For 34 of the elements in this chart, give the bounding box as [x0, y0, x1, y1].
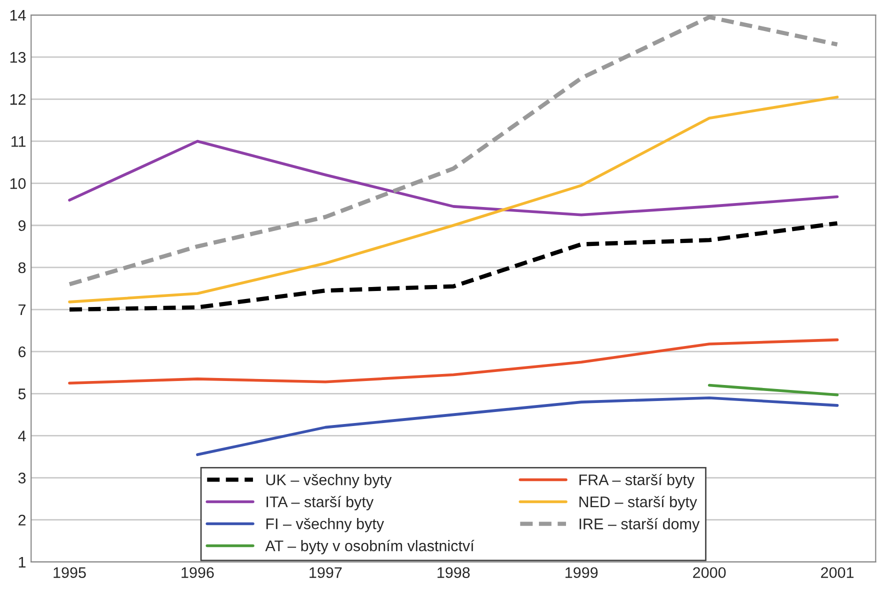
x-tick-label: 1997	[310, 567, 342, 578]
x-tick-label: 1996	[182, 567, 214, 578]
legend-label: FRA – starší byty	[579, 474, 695, 488]
legend-label: ITA – starší byty	[266, 496, 374, 510]
y-tick-label: 13	[10, 52, 26, 63]
line-series	[68, 338, 839, 385]
legend-label: IRE – starší domy	[580, 518, 700, 532]
y-tick-label: 10	[10, 178, 26, 189]
y-tick-label: 8	[18, 262, 26, 274]
x-tick-label: 1999	[566, 567, 598, 578]
y-tick-label: 2	[18, 514, 26, 526]
legend-label: UK – všechny byty	[266, 474, 392, 488]
x-tick-label: 1998	[438, 567, 470, 578]
x-tick-label: 2000	[693, 567, 726, 578]
y-tick-label: 3	[18, 472, 26, 484]
y-tick-label: 6	[18, 346, 26, 358]
line-series	[68, 96, 839, 304]
y-tick-label: 14	[10, 10, 26, 21]
y-tick-label: 9	[18, 220, 26, 232]
legend-label: FI – všechny byty	[266, 518, 384, 532]
line-series	[67, 15, 840, 286]
line-series	[68, 140, 839, 216]
y-tick-label: 5	[18, 388, 26, 400]
y-tick-label: 12	[10, 94, 26, 105]
y-tick-label: 7	[18, 304, 26, 316]
line-series	[196, 396, 839, 456]
y-tick-label: 1	[18, 556, 26, 568]
x-tick-label: 2001	[821, 567, 854, 578]
legend-label: AT – byty v osobním vlastnictví	[265, 540, 474, 554]
line-series	[67, 221, 840, 312]
y-tick-label: 11	[12, 136, 26, 147]
x-tick-label: 1995	[54, 567, 86, 578]
y-tick-label: 4	[18, 430, 26, 442]
legend-label: NED – starší byty	[579, 496, 698, 510]
